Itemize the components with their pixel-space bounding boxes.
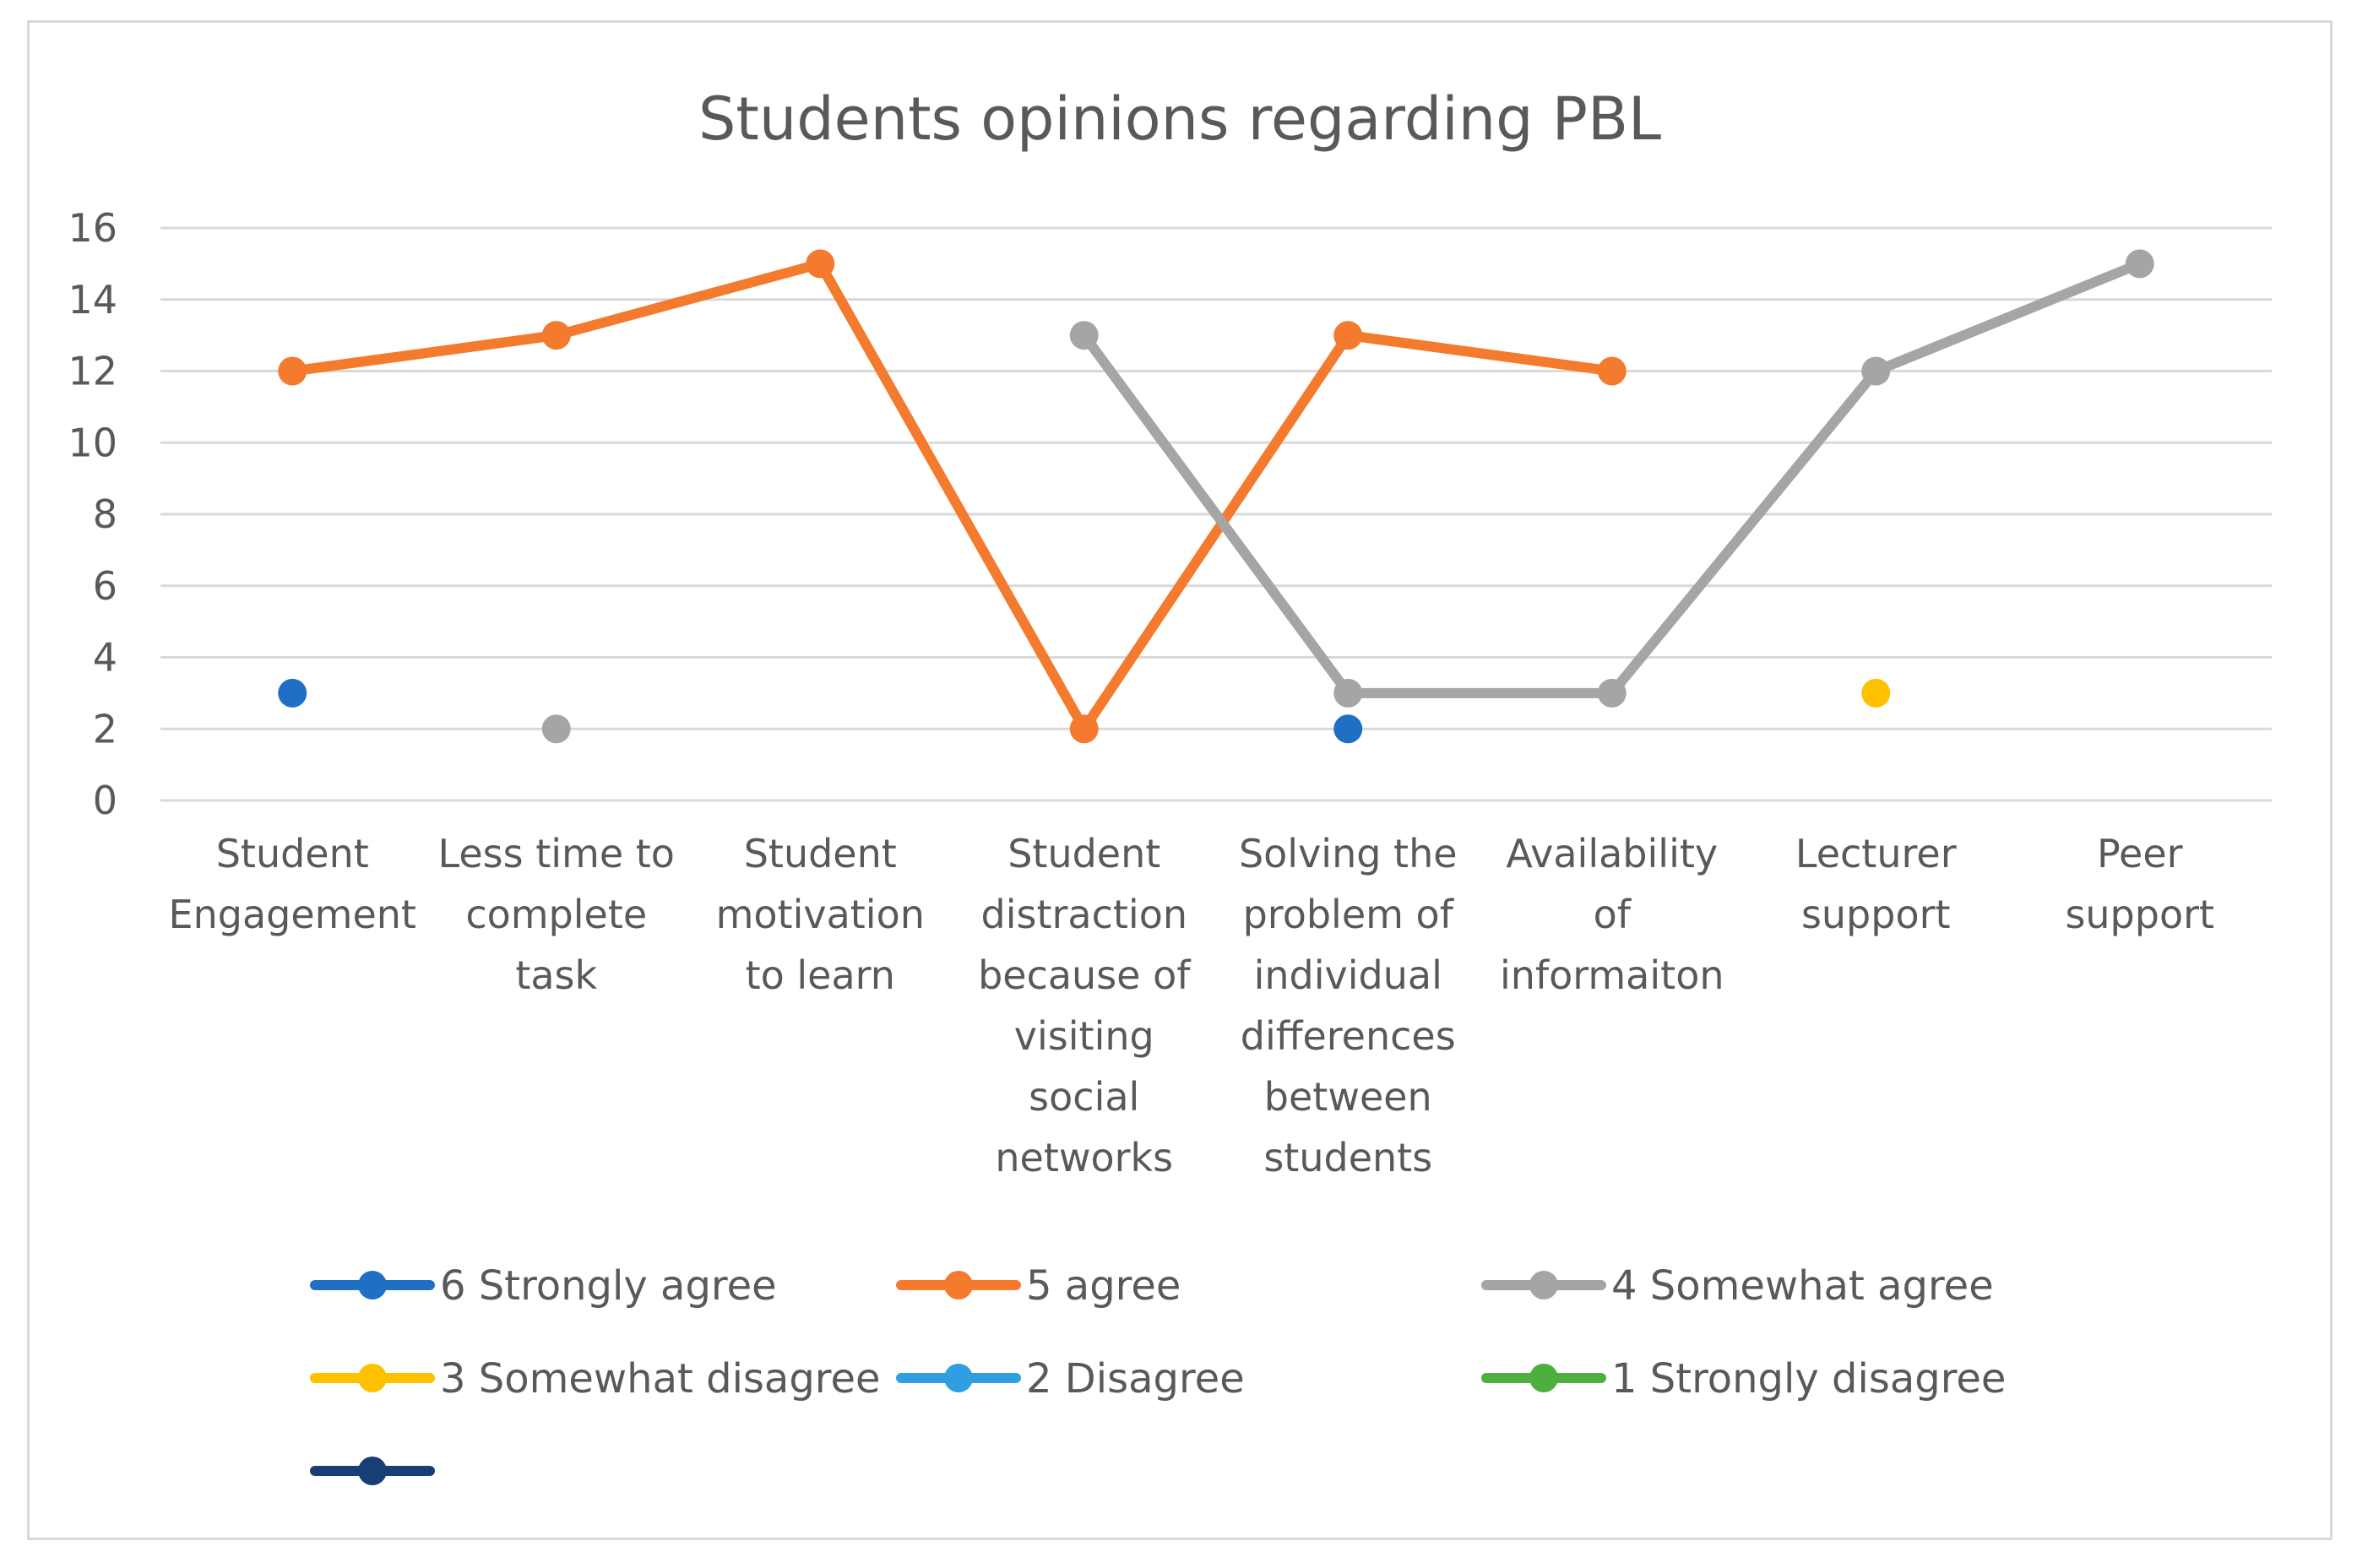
x-category-label-line: students [1263, 1135, 1432, 1180]
legend-item[interactable]: 3 Somewhat disagree [310, 1355, 881, 1403]
x-category-label-line: Student [744, 831, 897, 876]
data-point[interactable] [1597, 678, 1627, 708]
legend-label: 4 Somewhat agree [1611, 1262, 1994, 1310]
y-tick-label: 12 [68, 349, 117, 394]
y-tick-label: 16 [68, 205, 117, 251]
data-point[interactable] [1861, 678, 1891, 708]
y-tick-label: 8 [93, 491, 117, 537]
x-category-label-line: support [2065, 892, 2214, 937]
data-point[interactable] [1069, 714, 1099, 744]
legend-item[interactable] [310, 1457, 435, 1485]
legend-marker [1529, 1364, 1558, 1392]
data-point[interactable] [2125, 249, 2154, 279]
x-category-label-line: because of [978, 952, 1192, 998]
chart-title: Students opinions regarding PBL [698, 84, 1661, 154]
x-category-label-line: complete [465, 892, 647, 937]
x-category-label-line: visiting [1014, 1013, 1154, 1059]
data-point[interactable] [1861, 356, 1891, 386]
y-axis-ticks: 0 2 4 6 8 10 12 14 16 [68, 205, 117, 823]
x-category-label: Student distraction because of visiting soci… [978, 831, 1192, 1180]
x-category-label-line: Student [216, 831, 369, 876]
legend-item[interactable]: 4 Somewhat agree [1481, 1262, 1994, 1310]
legend-marker [944, 1271, 973, 1299]
legend-item[interactable]: 5 agree [896, 1262, 1181, 1310]
x-category-label-line: Solving the [1239, 831, 1458, 876]
x-category-label: Less time to complete task [438, 831, 675, 998]
x-category-label-line: Lecturer [1795, 831, 1957, 876]
legend-item[interactable]: 6 Strongly agree [310, 1262, 777, 1310]
x-category-label-line: motivation [716, 892, 925, 937]
series-0 [278, 678, 1363, 744]
x-category-label-line: to learn [746, 952, 895, 998]
legend-marker [1529, 1271, 1558, 1299]
series-1 [278, 249, 1627, 744]
x-category-label-line: Less time to [438, 831, 675, 876]
x-category-label: Solving the problem of individual differenc… [1239, 831, 1458, 1180]
data-point[interactable] [541, 714, 571, 744]
x-category-label-line: support [1801, 892, 1951, 937]
y-tick-label: 14 [68, 277, 117, 323]
series-2 [541, 249, 2154, 744]
data-point[interactable] [1333, 714, 1363, 744]
series-line [1078, 258, 2145, 698]
x-category-label-line: Availability [1506, 831, 1718, 876]
x-category-label-line: distraction [981, 892, 1188, 937]
x-category-label-line: differences [1241, 1013, 1456, 1059]
x-axis-categories: Student Engagement Less time to complete tas… [169, 831, 2215, 1180]
y-tick-label: 6 [93, 563, 117, 609]
x-category-label: Availability of informaiton [1500, 831, 1724, 998]
series-line [287, 258, 1617, 735]
x-category-label-line: task [515, 952, 597, 998]
data-point[interactable] [1597, 356, 1627, 386]
x-category-label-line: informaiton [1500, 952, 1724, 998]
x-category-label-line: social [1029, 1074, 1139, 1120]
legend-label: 5 agree [1026, 1262, 1181, 1310]
y-tick-label: 2 [93, 706, 117, 751]
legend-marker [944, 1364, 973, 1392]
data-point[interactable] [1333, 678, 1363, 708]
series-layer [278, 249, 2154, 744]
legend-label: 1 Strongly disagree [1611, 1355, 2006, 1403]
legend: 6 Strongly agree 5 agree 4 Somewhat agree 3… [310, 1262, 2006, 1485]
y-tick-label: 0 [93, 778, 117, 823]
x-category-label: Lecturer support [1795, 831, 1957, 937]
legend-label: 2 Disagree [1026, 1355, 1245, 1403]
legend-marker [358, 1364, 387, 1392]
data-point[interactable] [541, 321, 571, 350]
legend-item[interactable]: 1 Strongly disagree [1481, 1355, 2006, 1403]
data-point[interactable] [278, 356, 307, 386]
chart-frame: Students opinions regarding PBL 0 2 4 6 8 10 1… [27, 20, 2333, 1540]
y-tick-label: 4 [93, 635, 117, 681]
x-category-label-line: individual [1254, 952, 1442, 998]
x-category-label: Student motivation to learn [716, 831, 925, 998]
data-point[interactable] [1333, 321, 1363, 350]
x-category-label-line: networks [995, 1135, 1173, 1180]
x-category-label: Student Engagement [169, 831, 416, 937]
x-category-label-line: Student [1007, 831, 1160, 876]
x-category-label-line: Engagement [169, 892, 416, 937]
legend-marker [358, 1271, 387, 1299]
data-point[interactable] [278, 678, 307, 708]
x-category-label-line: Peer [2097, 831, 2183, 876]
x-category-label-line: problem of [1243, 892, 1455, 937]
series-3 [1861, 678, 1891, 708]
x-category-label-line: between [1264, 1074, 1432, 1120]
data-point[interactable] [806, 249, 835, 279]
legend-label: 6 Strongly agree [440, 1262, 777, 1310]
legend-marker [358, 1457, 387, 1485]
x-category-label-line: of [1594, 892, 1632, 937]
line-chart: Students opinions regarding PBL 0 2 4 6 8 10 1… [68, 84, 2272, 1485]
legend-label: 3 Somewhat disagree [440, 1355, 881, 1403]
y-tick-label: 10 [68, 420, 117, 465]
data-point[interactable] [1069, 321, 1099, 350]
x-category-label: Peer support [2065, 831, 2214, 937]
legend-item[interactable]: 2 Disagree [896, 1355, 1245, 1403]
